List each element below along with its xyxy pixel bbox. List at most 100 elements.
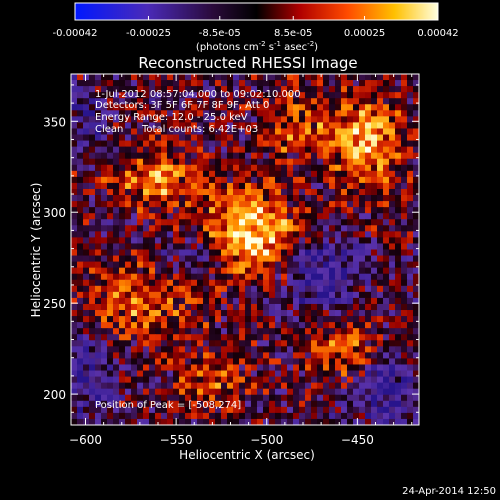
heatmap-cell <box>113 376 120 384</box>
heatmap-cell <box>413 152 419 160</box>
heatmap-cell <box>125 261 132 269</box>
heatmap-cell <box>143 104 150 111</box>
heatmap-cell <box>77 364 84 372</box>
heatmap-cell <box>317 316 324 323</box>
heatmap-cell <box>143 328 150 335</box>
heatmap-cell <box>293 231 300 238</box>
heatmap-cell <box>377 146 384 154</box>
heatmap-cell <box>173 322 180 329</box>
heatmap-cell <box>125 98 132 105</box>
heatmap-cell <box>299 92 306 99</box>
heatmap-cell <box>389 394 396 402</box>
heatmap-cell <box>353 164 360 172</box>
heatmap-cell <box>329 394 336 402</box>
heatmap-cell <box>281 188 288 196</box>
heatmap-cell <box>131 170 138 178</box>
heatmap-cell <box>251 243 258 251</box>
heatmap-cell <box>179 346 186 353</box>
heatmap-cell <box>311 249 318 257</box>
heatmap-cell <box>83 382 90 390</box>
heatmap-cell <box>305 285 312 293</box>
heatmap-cell <box>311 400 318 408</box>
heatmap-cell <box>107 158 114 166</box>
heatmap-cell <box>335 273 342 281</box>
heatmap-cell <box>77 358 84 366</box>
heatmap-cell <box>227 116 234 124</box>
heatmap-cell <box>89 303 96 311</box>
heatmap-cell <box>113 382 120 390</box>
heatmap-cell <box>167 358 174 366</box>
heatmap-cell <box>413 182 419 190</box>
heatmap-cell <box>233 158 240 166</box>
heatmap-cell <box>311 334 318 341</box>
heatmap-cell <box>257 134 264 142</box>
heatmap-cell <box>215 279 222 287</box>
heatmap-cell <box>227 352 234 360</box>
heatmap-cell <box>347 98 354 105</box>
heatmap-cell <box>359 255 366 263</box>
heatmap-cell <box>251 400 258 408</box>
heatmap-cell <box>101 213 108 220</box>
heatmap-cell <box>179 303 186 311</box>
heatmap-cell <box>299 243 306 251</box>
heatmap-cell <box>269 110 276 117</box>
heatmap-cell <box>143 122 150 130</box>
heatmap-cell <box>77 249 84 257</box>
heatmap-cell <box>107 104 114 111</box>
heatmap-cell <box>359 334 366 341</box>
heatmap-cell <box>383 110 390 117</box>
heatmap-cell <box>239 122 246 130</box>
heatmap-cell <box>221 382 228 390</box>
heatmap-cell <box>407 255 414 263</box>
heatmap-cell <box>251 134 258 142</box>
heatmap-cell <box>329 188 336 196</box>
heatmap-cell <box>227 382 234 390</box>
heatmap-cell <box>191 213 198 220</box>
heatmap-cell <box>227 400 234 408</box>
heatmap-cell <box>149 322 156 329</box>
heatmap-cell <box>371 255 378 263</box>
heatmap-cell <box>221 328 228 335</box>
heatmap-cell <box>401 297 408 305</box>
heatmap-cell <box>149 110 156 117</box>
heatmap-cell <box>149 86 156 93</box>
heatmap-cell <box>191 316 198 323</box>
heatmap-cell <box>119 195 126 202</box>
heatmap-cell <box>161 303 168 311</box>
heatmap-cell <box>143 352 150 360</box>
heatmap-cell <box>101 297 108 305</box>
heatmap-cell <box>317 358 324 366</box>
heatmap-cell <box>119 182 126 190</box>
heatmap-cell <box>281 340 288 347</box>
heatmap-cell <box>125 237 132 245</box>
heatmap-cell <box>413 176 419 184</box>
heatmap-cell <box>155 358 162 366</box>
heatmap-cell <box>221 158 228 166</box>
heatmap-cell <box>137 92 144 99</box>
heatmap-cell <box>383 273 390 281</box>
heatmap-cell <box>413 303 419 311</box>
heatmap-cell <box>227 104 234 111</box>
heatmap-cell <box>131 297 138 305</box>
heatmap-cell <box>179 340 186 347</box>
heatmap-cell <box>245 170 252 178</box>
heatmap-cell <box>305 388 312 396</box>
heatmap-cell <box>257 201 264 208</box>
heatmap-cell <box>311 346 318 353</box>
heatmap-cell <box>281 219 288 226</box>
heatmap-cell <box>365 116 372 124</box>
heatmap-cell <box>215 116 222 124</box>
heatmap-cell <box>173 303 180 311</box>
heatmap-cell <box>107 207 114 214</box>
heatmap-cell <box>323 249 330 257</box>
heatmap-cell <box>71 328 78 335</box>
heatmap-cell <box>311 80 318 87</box>
heatmap-cell <box>125 231 132 238</box>
heatmap-cell <box>389 98 396 105</box>
heatmap-cell <box>329 261 336 269</box>
heatmap-cell <box>329 400 336 408</box>
heatmap-cell <box>197 134 204 142</box>
heatmap-cell <box>239 219 246 226</box>
heatmap-cell <box>281 116 288 124</box>
heatmap-cell <box>101 310 108 317</box>
